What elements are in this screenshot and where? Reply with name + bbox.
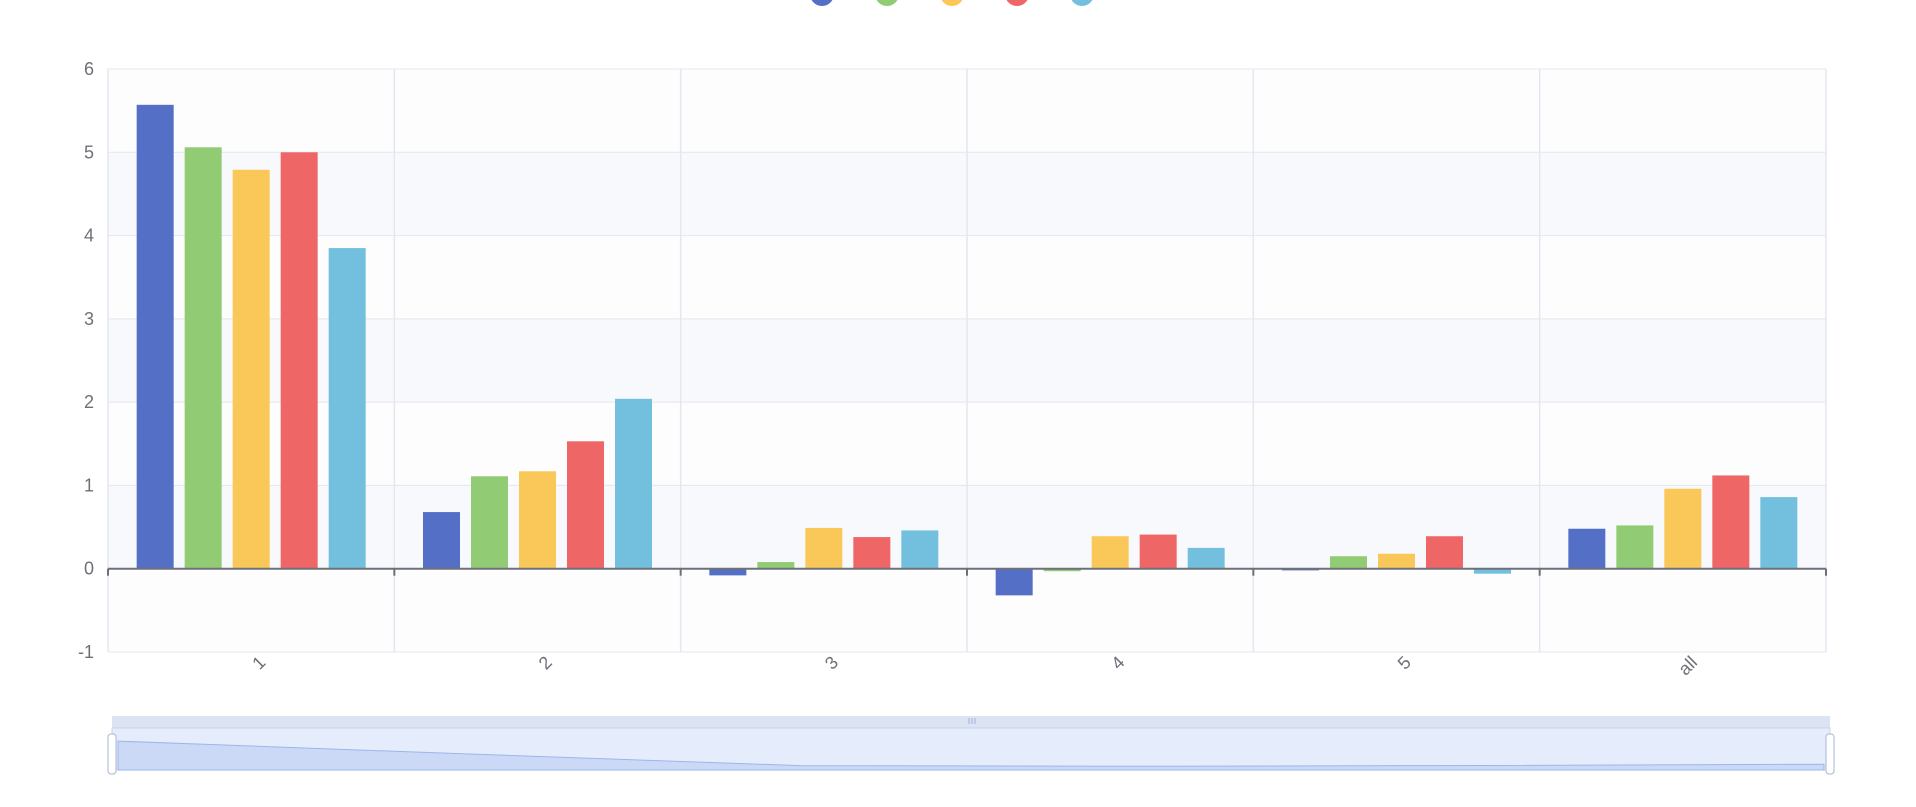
vertical-gridlines — [107, 69, 1827, 652]
bar-1-series-1[interactable] — [136, 104, 174, 569]
x-tick-label: 2 — [535, 652, 556, 673]
y-tick-label: 3 — [84, 309, 94, 329]
y-tick-label: 6 — [84, 59, 94, 79]
legend-swatch — [941, 0, 963, 6]
bar-4-series-5[interactable] — [1187, 547, 1225, 569]
y-tick-label: 2 — [84, 392, 94, 412]
bar-all-series-3[interactable] — [1664, 488, 1702, 569]
legend[interactable] — [810, 0, 1094, 6]
legend-item-series-1[interactable] — [810, 0, 834, 6]
bar-1-series-5[interactable] — [328, 248, 366, 569]
legend-item-series-5[interactable] — [1070, 0, 1094, 6]
y-tick-label: 1 — [84, 475, 94, 495]
bar-1-series-4[interactable] — [280, 152, 318, 569]
bar-3-series-1[interactable] — [709, 568, 747, 576]
x-axis-labels: 1 2 3 4 5 all — [248, 652, 1701, 679]
bar-3-series-5[interactable] — [901, 530, 939, 569]
legend-swatch — [1071, 0, 1093, 6]
x-tick-label: 1 — [248, 652, 269, 673]
bar-5-series-4[interactable] — [1426, 536, 1463, 569]
bar-4-series-3[interactable] — [1091, 536, 1129, 569]
data-zoom-slider[interactable] — [107, 716, 1835, 775]
x-tick-label: all — [1674, 652, 1701, 679]
bar-all-series-4[interactable] — [1712, 475, 1750, 569]
bar-4-series-1[interactable] — [995, 568, 1033, 596]
data-zoom-preview-area — [117, 740, 1825, 771]
y-tick-label: -1 — [78, 642, 94, 662]
bar-4-series-4[interactable] — [1139, 534, 1177, 569]
x-tick-label: 3 — [821, 652, 842, 673]
y-tick-label: 0 — [84, 559, 94, 579]
bar-2-series-2[interactable] — [471, 476, 508, 569]
bar-5-series-5[interactable] — [1474, 568, 1511, 574]
legend-item-series-3[interactable] — [940, 0, 964, 6]
grip-lines-icon[interactable] — [968, 718, 976, 724]
data-zoom-left-handle[interactable] — [107, 733, 117, 775]
legend-item-series-2[interactable] — [875, 0, 899, 6]
bar-2-series-1[interactable] — [423, 512, 460, 569]
bars — [136, 104, 1798, 596]
bar-1-series-2[interactable] — [184, 147, 222, 569]
legend-swatch — [811, 0, 833, 6]
legend-swatch — [876, 0, 898, 6]
bar-4-series-2[interactable] — [1043, 568, 1081, 572]
x-tick-label: 5 — [1394, 652, 1415, 673]
axes — [107, 567, 1827, 576]
bar-3-series-3[interactable] — [805, 527, 843, 569]
bar-all-series-2[interactable] — [1616, 525, 1654, 569]
y-axis-labels: 6 5 4 3 2 1 0 -1 — [78, 59, 94, 662]
y-tick-label: 4 — [84, 226, 94, 246]
data-zoom-right-handle[interactable] — [1825, 733, 1835, 775]
bar-2-series-5[interactable] — [615, 398, 652, 569]
bar-1-series-3[interactable] — [232, 169, 270, 569]
bar-all-series-1[interactable] — [1568, 528, 1606, 569]
bar-2-series-3[interactable] — [519, 471, 556, 569]
y-tick-label: 5 — [84, 142, 94, 162]
x-tick-label: 4 — [1107, 652, 1128, 673]
bar-all-series-5[interactable] — [1760, 497, 1798, 569]
legend-swatch — [1006, 0, 1028, 6]
bar-3-series-2[interactable] — [757, 562, 795, 569]
bar-2-series-4[interactable] — [567, 441, 604, 569]
bar-5-series-2[interactable] — [1330, 556, 1367, 569]
legend-item-series-4[interactable] — [1005, 0, 1029, 6]
data-zoom-top-bar — [112, 716, 1830, 728]
bar-5-series-3[interactable] — [1378, 553, 1415, 569]
bar-3-series-4[interactable] — [853, 537, 891, 569]
